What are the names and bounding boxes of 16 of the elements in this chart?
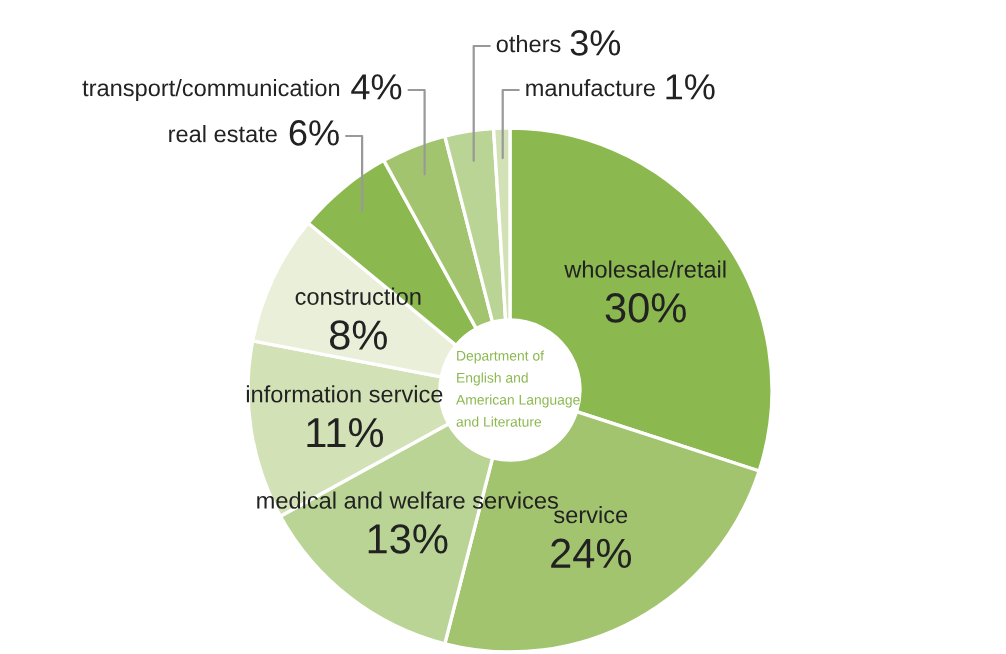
slice-label: information service xyxy=(246,385,443,403)
slice-label: service xyxy=(554,505,628,524)
data-label: 8% xyxy=(329,320,387,350)
data-label: 3% xyxy=(570,30,621,56)
slice-label: wholesale/retail xyxy=(564,260,726,278)
slice-label: real estate xyxy=(169,125,277,143)
data-label: 1% xyxy=(666,74,715,100)
slice-label: transport/communication xyxy=(82,79,340,101)
data-label: 6% xyxy=(289,120,339,146)
data-label: 30% xyxy=(605,293,686,323)
slice-label: others xyxy=(496,35,561,53)
slice-label: manufacture xyxy=(526,79,655,97)
data-label: 24% xyxy=(551,538,631,568)
data-label: 4% xyxy=(351,74,402,100)
data-label: 11% xyxy=(307,418,384,448)
data-label: 13% xyxy=(368,524,448,554)
